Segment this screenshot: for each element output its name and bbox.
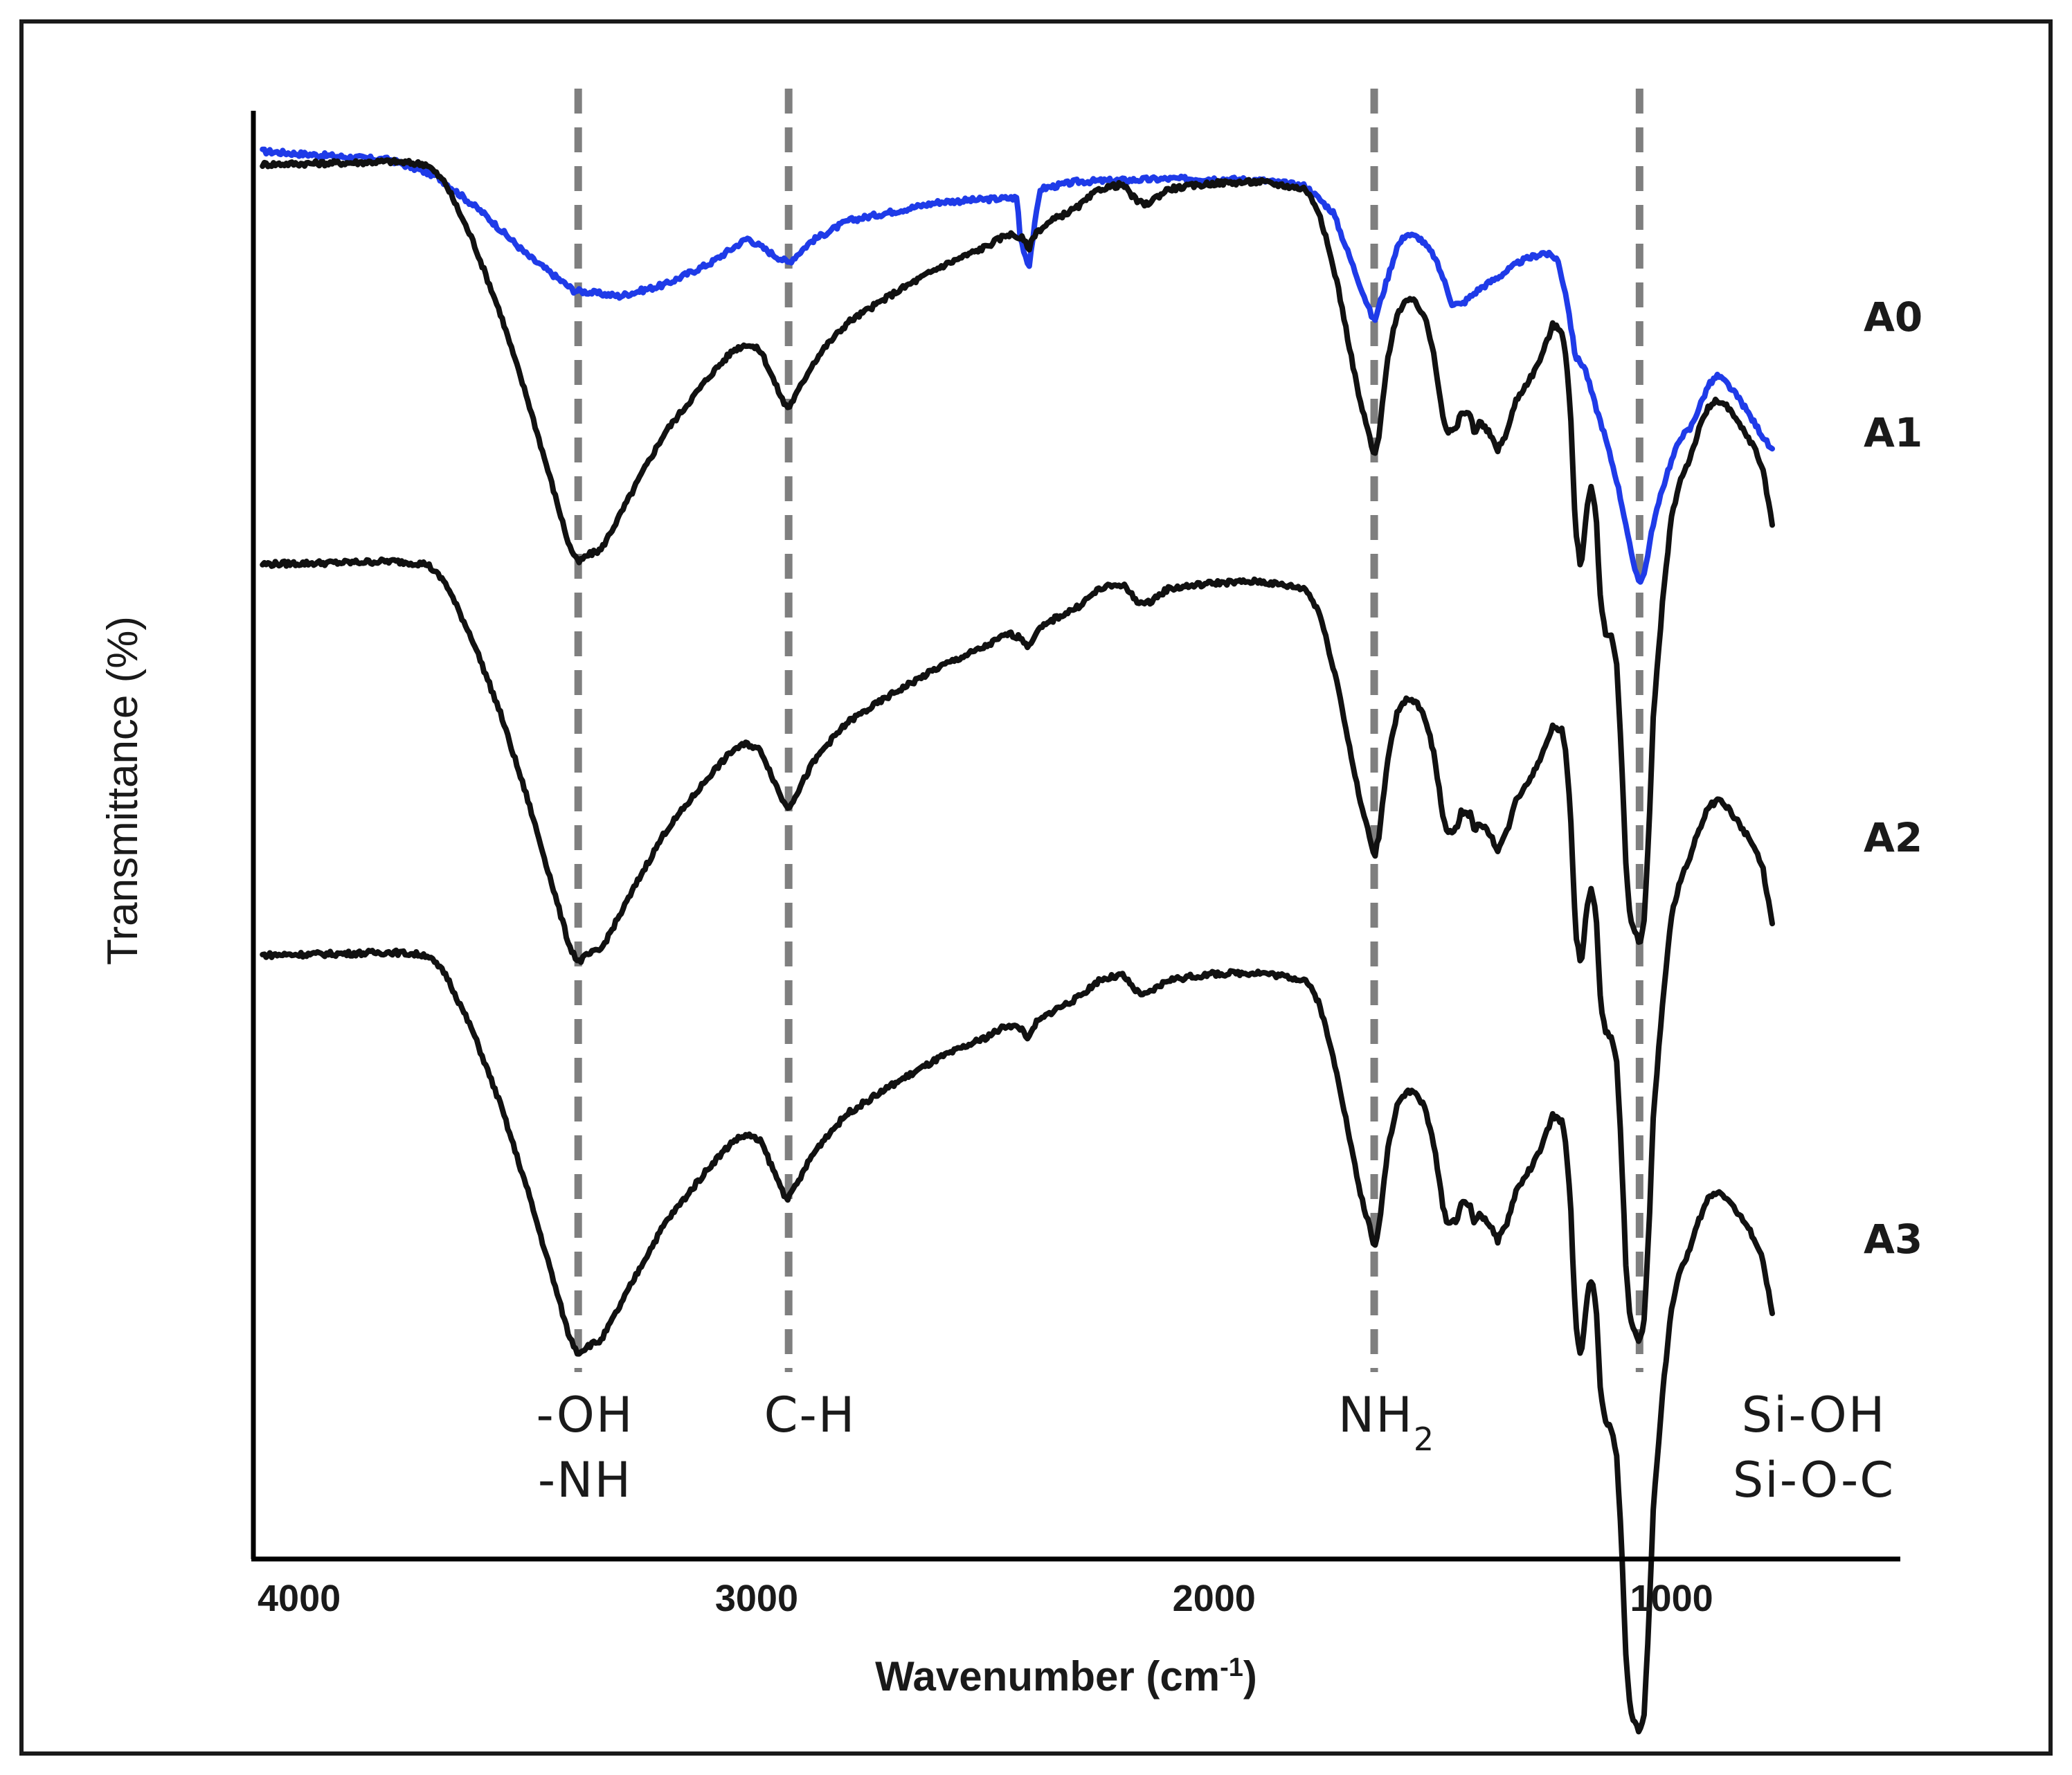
series-label-A2: A2 [1864,814,1922,861]
x-ticks: 4000 3000 2000 1000 [258,1578,1713,1619]
reference-lines [574,89,1643,1372]
series-label-A3: A3 [1864,1216,1922,1263]
series-labels: A0 A1 A2 A3 [1864,294,1922,1263]
x-tick-label-3000: 3000 [715,1578,798,1619]
annotation-0: -OH -NH [537,1387,634,1508]
annotation-3: Si-OH Si-O-C [1733,1387,1895,1508]
series-A3 [260,947,1775,1735]
annotation-line2: Si-O-C [1733,1452,1895,1508]
x-tick-label-4000: 4000 [258,1578,341,1619]
x-tick-label-2000: 2000 [1173,1578,1256,1619]
spectra-traces [260,146,1775,1735]
annotation-line2: -NH [538,1452,632,1508]
annotation-line1: -OH [537,1387,634,1443]
annotation-2: NH2 [1338,1387,1435,1458]
x-axis-title: Wavenumber (cm-1) [875,1653,1257,1700]
peak-annotations: -OH -NH C-H NH2 Si-OH Si-O-C [537,1387,1895,1508]
trace-line-A0 [260,146,1775,585]
annotation-line1: NH2 [1338,1387,1435,1458]
annotation-line1: C-H [764,1387,856,1443]
trace-line-A2 [260,556,1775,1344]
figure-frame [19,19,2053,1756]
trace-line-A3 [260,947,1775,1735]
annotation-line1: Si-OH [1742,1387,1886,1443]
series-label-A1: A1 [1864,409,1922,456]
y-axis-title: Transmittance (%) [99,616,147,965]
series-A2 [260,556,1775,1344]
trace-line-A1 [260,156,1775,945]
annotation-1: C-H [764,1387,856,1443]
series-label-A0: A0 [1864,294,1922,341]
series-A0 [260,146,1775,585]
series-A1 [260,156,1775,945]
x-tick-label-1000: 1000 [1630,1578,1713,1619]
